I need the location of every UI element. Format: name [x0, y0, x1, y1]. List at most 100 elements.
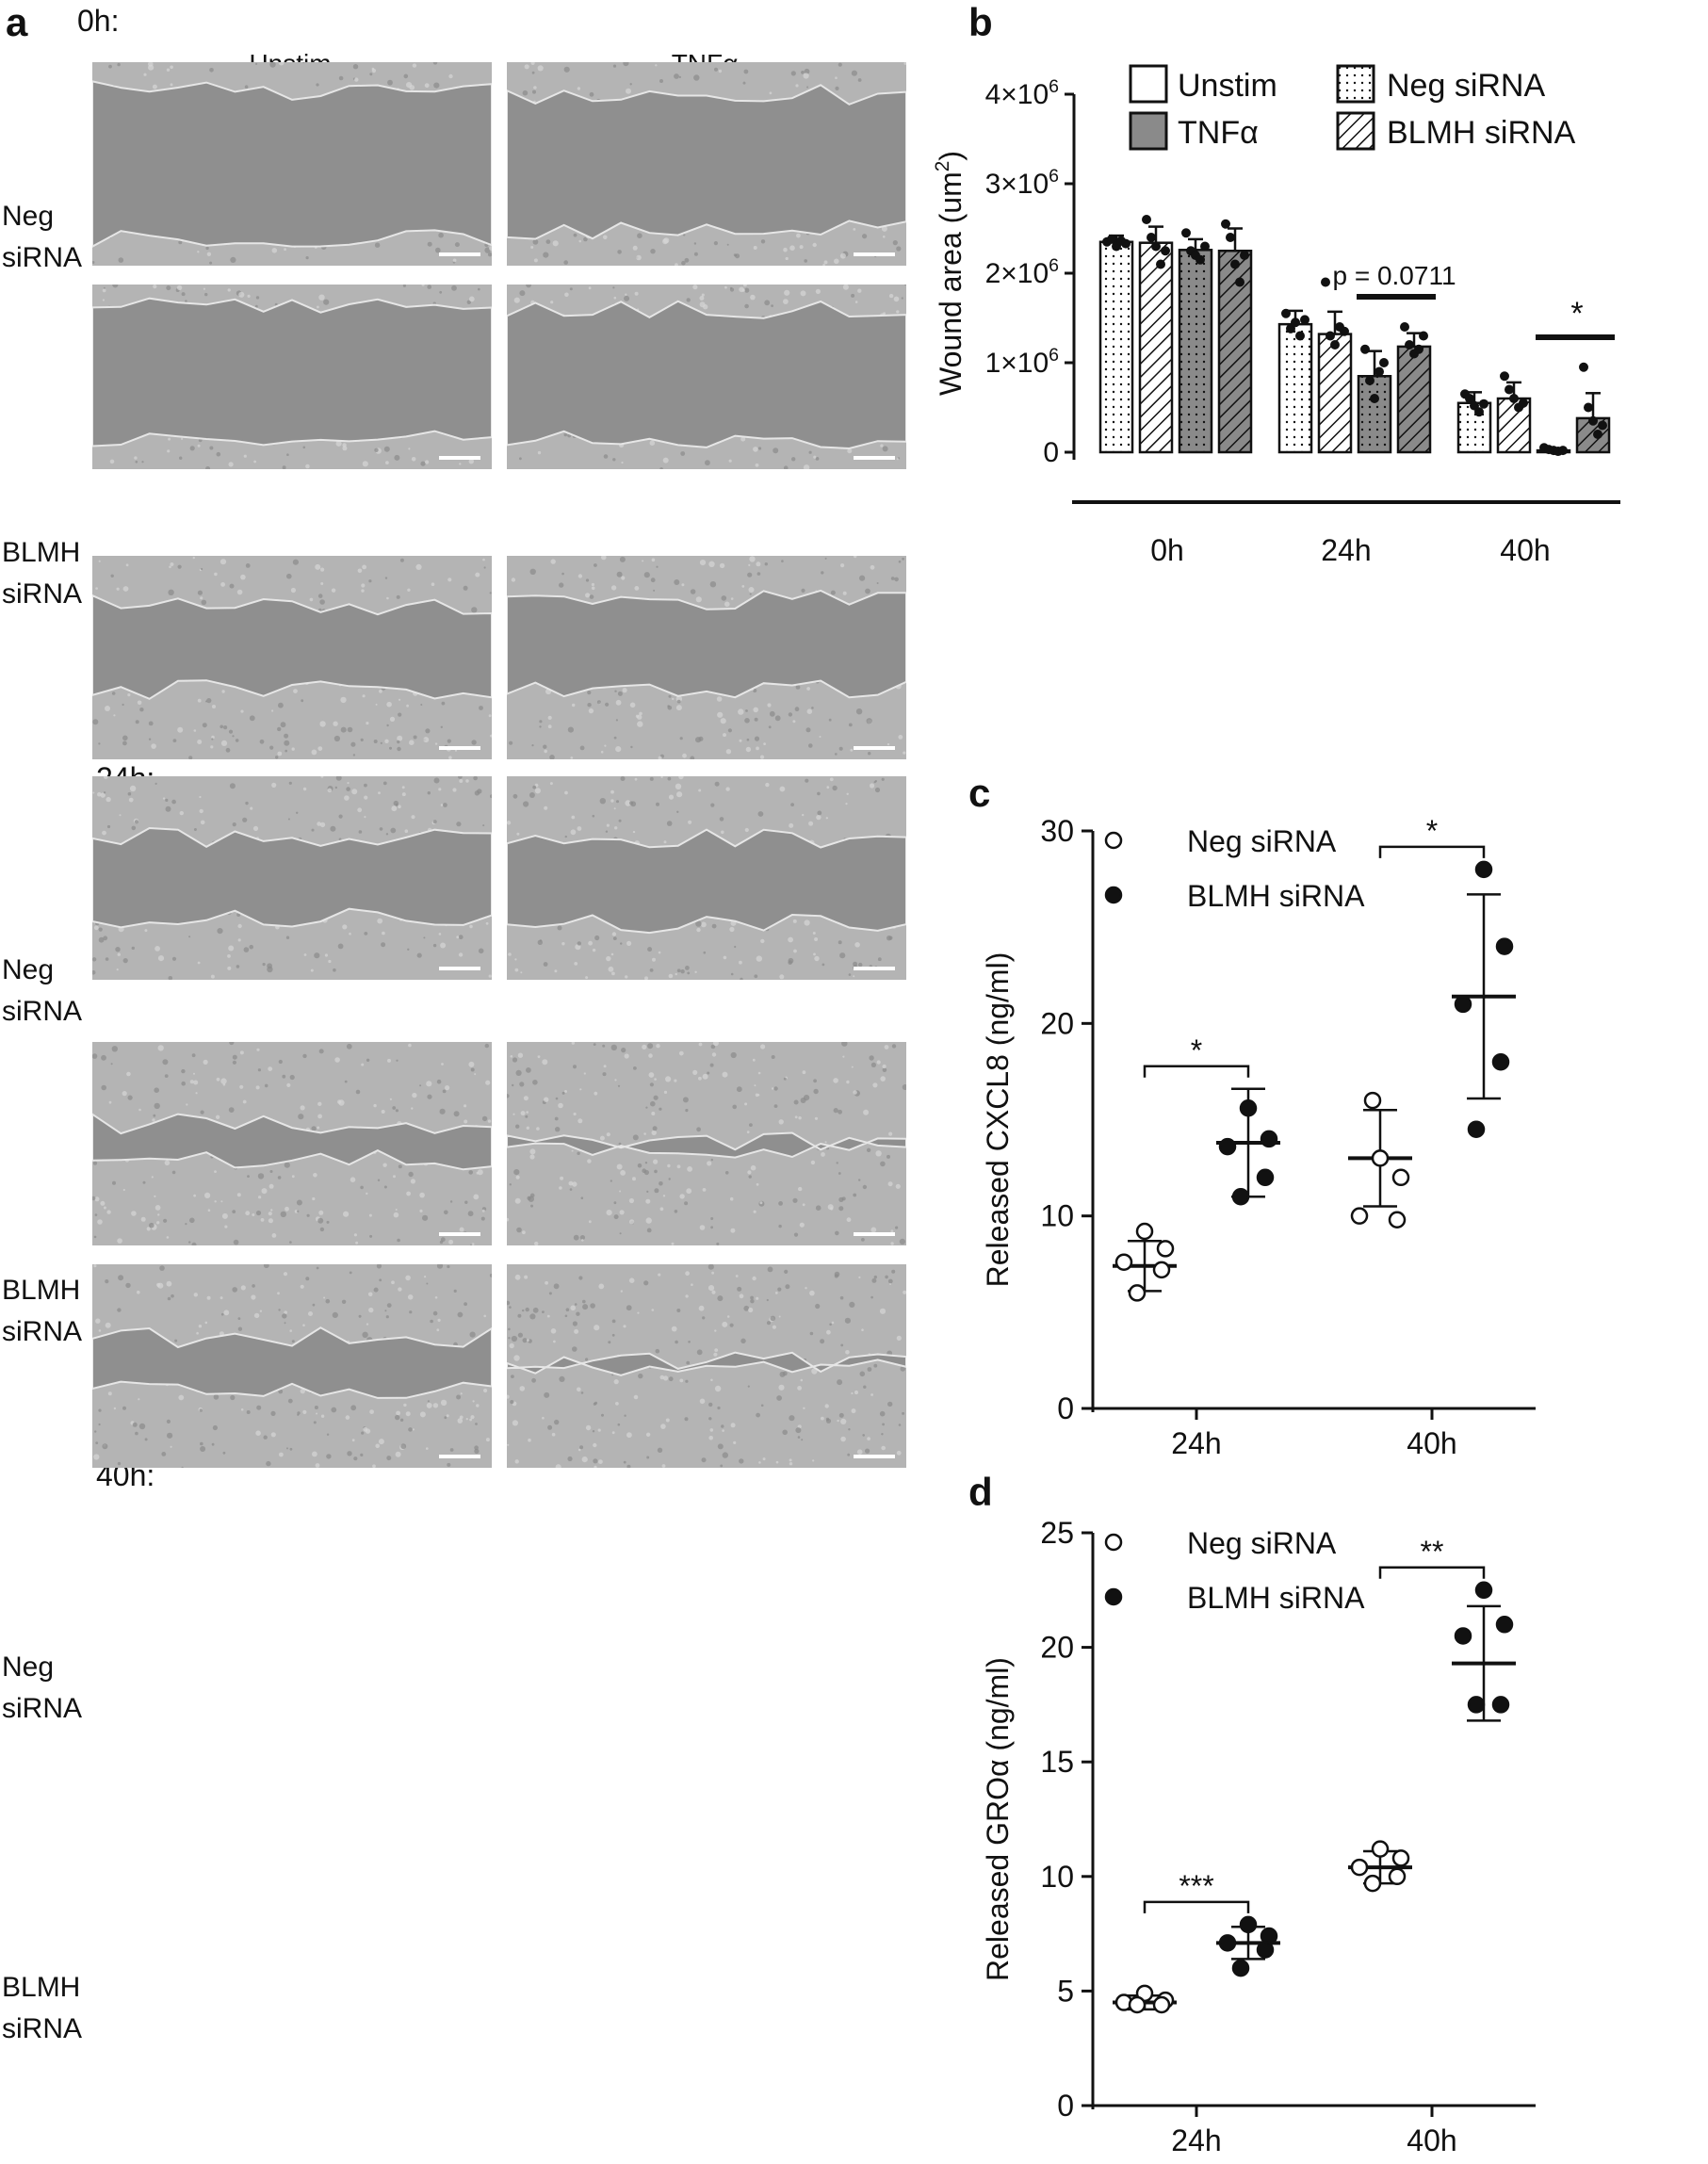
cell-texture-dot [161, 1452, 167, 1456]
cell-texture-dot [311, 1126, 317, 1131]
data-point [1231, 1959, 1250, 1977]
cell-texture-dot [712, 1042, 719, 1047]
cell-texture-dot [542, 1310, 545, 1313]
cell-texture-dot [846, 792, 849, 795]
cell-texture-dot [710, 1226, 713, 1229]
cell-texture-dot [98, 742, 101, 745]
cell-texture-dot [608, 1341, 611, 1344]
cell-texture-dot [507, 1300, 511, 1306]
cell-texture-dot [397, 746, 401, 752]
cell-texture-dot [129, 785, 137, 792]
cell-texture-dot [722, 1321, 728, 1327]
cell-texture-dot [730, 972, 734, 976]
cell-texture-dot [376, 1264, 382, 1269]
cell-texture-dot [637, 721, 643, 727]
wound-area [92, 1113, 492, 1171]
cell-texture-dot [122, 586, 129, 592]
cell-texture-dot [708, 1264, 714, 1270]
cell-texture-dot [611, 932, 617, 936]
cell-texture-dot [642, 1044, 647, 1049]
cell-texture-dot [574, 962, 578, 966]
cell-texture-dot [302, 1409, 307, 1414]
cell-texture-dot [199, 1408, 203, 1412]
cell-texture-dot [98, 1329, 102, 1332]
cell-texture-dot [564, 790, 568, 795]
row-label-neg-sirna-24h: Neg siRNA [2, 950, 82, 1033]
cell-texture-dot [839, 1295, 844, 1300]
cell-texture-dot [529, 1154, 535, 1160]
cell-texture-dot [422, 1214, 429, 1221]
cell-texture-dot [550, 1328, 557, 1334]
data-point [1388, 1211, 1407, 1229]
cell-texture-dot [267, 963, 272, 969]
cell-texture-dot [457, 1418, 464, 1424]
cell-texture-dot [207, 1209, 211, 1212]
cell-texture-dot [656, 802, 659, 806]
cell-texture-dot [481, 1115, 488, 1122]
data-point [1558, 446, 1568, 456]
cell-texture-dot [515, 1069, 522, 1076]
cell-texture-dot [841, 1042, 848, 1047]
cell-texture-dot [398, 1164, 402, 1169]
cell-texture-dot [862, 234, 868, 239]
cell-texture-dot [564, 835, 567, 838]
cell-texture-dot [286, 453, 289, 456]
cell-texture-dot [750, 294, 756, 301]
cell-texture-dot [383, 446, 390, 452]
y-tick-label: 3×106 [985, 166, 1059, 200]
cell-texture-dot [530, 246, 534, 249]
cell-texture-dot [623, 62, 629, 67]
cell-texture-dot [366, 1192, 368, 1196]
cell-texture-dot [346, 787, 350, 791]
cell-texture-dot [519, 1386, 526, 1391]
cell-texture-dot [721, 830, 724, 835]
cell-texture-dot [375, 703, 378, 706]
cell-texture-dot [626, 88, 631, 94]
cell-texture-dot [94, 1196, 100, 1202]
cell-texture-dot [97, 791, 102, 797]
wound-area [507, 1351, 906, 1376]
cell-texture-dot [447, 739, 451, 743]
cell-texture-dot [659, 467, 663, 469]
cell-texture-dot [768, 725, 772, 729]
cell-texture-dot [358, 1314, 362, 1318]
data-point [1495, 1616, 1514, 1634]
y-tick-label: 0 [1057, 1391, 1074, 1425]
cell-texture-dot [865, 1448, 870, 1454]
cell-texture-dot [699, 1225, 706, 1230]
cell-texture-dot [870, 1393, 873, 1396]
cell-texture-dot [215, 1115, 220, 1119]
cell-texture-dot [647, 947, 653, 952]
cell-texture-dot [127, 693, 131, 697]
cell-texture-dot [384, 739, 389, 743]
cell-texture-dot [708, 561, 715, 567]
cell-texture-dot [277, 1176, 282, 1180]
cell-texture-dot [243, 947, 250, 952]
cell-texture-dot [320, 567, 325, 572]
cell-texture-dot [744, 1102, 748, 1106]
micrograph-image [507, 1042, 906, 1245]
cell-texture-dot [754, 717, 758, 722]
cell-texture-dot [675, 705, 682, 711]
cell-texture-dot [563, 66, 570, 73]
cell-texture-dot [165, 798, 169, 802]
cell-texture-dot [522, 1230, 526, 1235]
cell-texture-dot [477, 789, 482, 794]
cell-texture-dot [380, 741, 382, 744]
cell-texture-dot [224, 1225, 228, 1228]
cell-texture-dot [456, 822, 462, 827]
cell-texture-dot [619, 1232, 622, 1235]
cell-texture-dot [793, 949, 797, 953]
cell-texture-dot [722, 1452, 728, 1458]
cell-texture-dot [413, 735, 417, 740]
cell-texture-dot [725, 787, 730, 791]
cell-texture-dot [594, 1325, 600, 1331]
cell-texture-dot [650, 249, 656, 254]
cell-texture-dot [838, 1109, 842, 1115]
cell-texture-dot [119, 814, 122, 817]
cell-texture-dot [398, 1287, 402, 1292]
cell-texture-dot [350, 741, 356, 747]
cell-texture-dot [453, 1289, 457, 1293]
cell-texture-dot [639, 711, 643, 716]
wound-area [507, 589, 906, 699]
